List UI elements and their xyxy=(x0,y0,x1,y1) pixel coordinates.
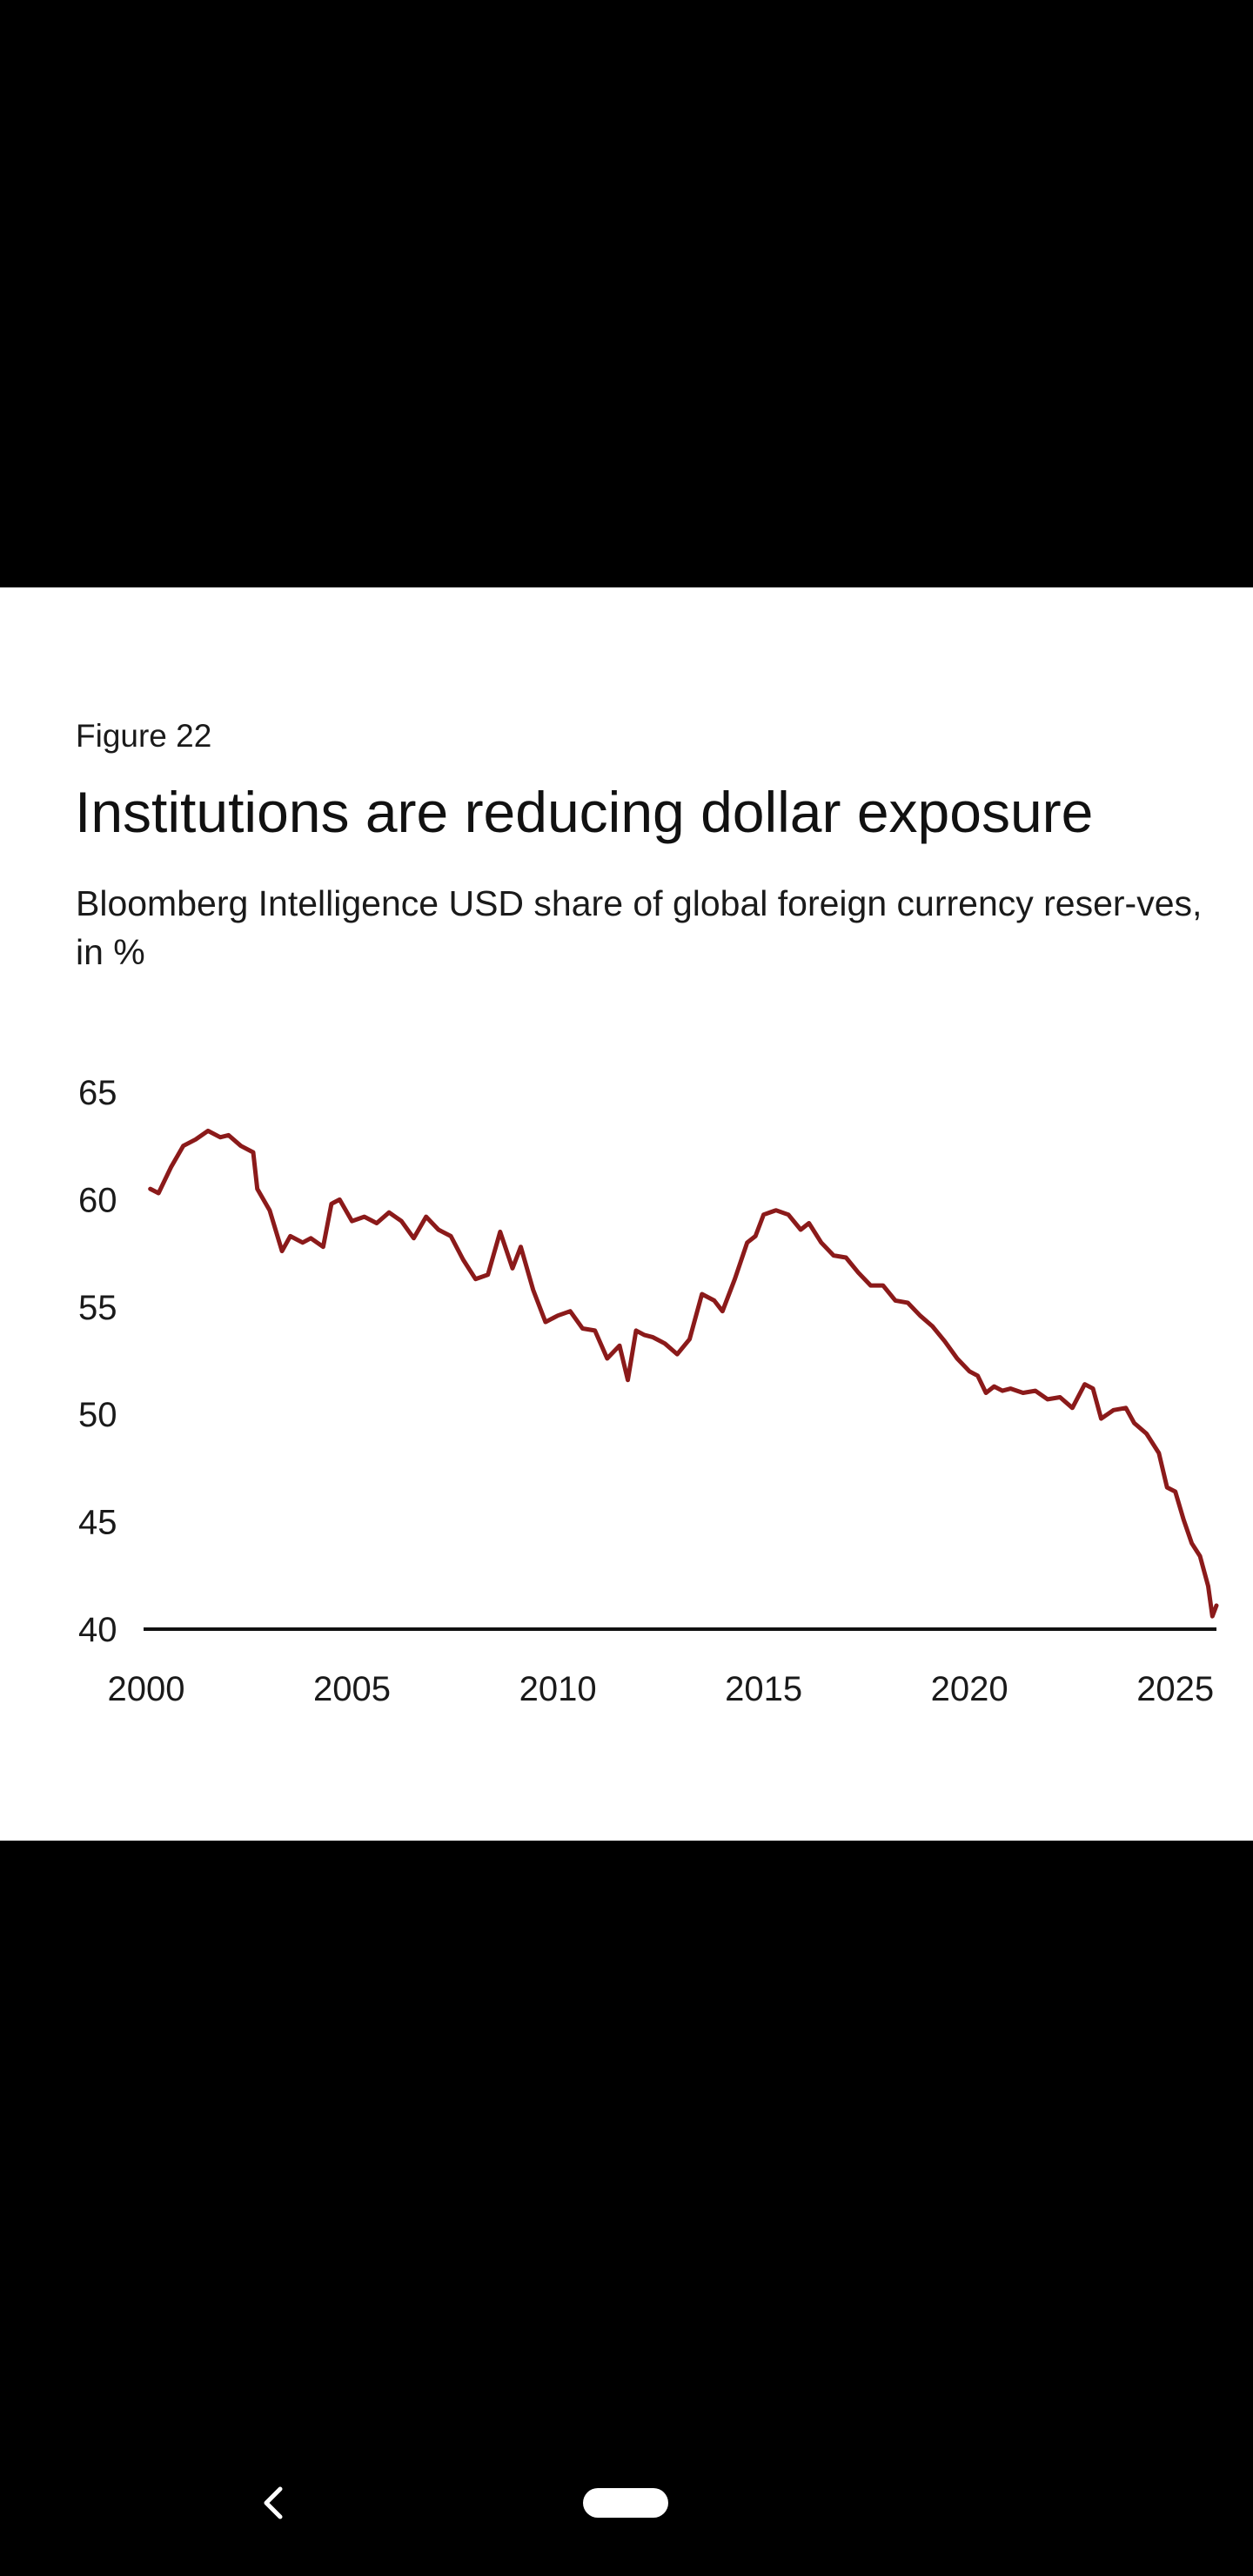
x-tick-label: 2025 xyxy=(1136,1670,1214,1708)
figure-label: Figure 22 xyxy=(76,718,212,754)
x-tick-label: 2010 xyxy=(519,1670,597,1708)
x-axis-ticks: 2000 2005 2010 2015 2020 2025 xyxy=(108,1670,1215,1708)
back-icon[interactable] xyxy=(258,2484,289,2522)
series-layer xyxy=(148,1128,1219,1619)
y-tick-label: 60 xyxy=(78,1181,117,1219)
home-pill-button[interactable] xyxy=(583,2488,668,2518)
y-tick-label: 65 xyxy=(78,1074,117,1112)
figure-subtitle: Bloomberg Intelligence USD share of glob… xyxy=(76,883,1203,972)
x-tick-label: 2020 xyxy=(931,1670,1008,1708)
y-tick-label: 40 xyxy=(78,1611,117,1649)
x-tick-label: 2000 xyxy=(108,1670,185,1708)
figure-card: Figure 22 Institutions are reducing doll… xyxy=(0,587,1253,1841)
y-tick-label: 50 xyxy=(78,1396,117,1434)
series-line xyxy=(148,1128,1219,1619)
y-tick-label: 55 xyxy=(78,1289,117,1327)
y-axis-ticks: 40 45 50 55 60 65 xyxy=(78,1074,117,1649)
line-chart: 40 45 50 55 60 65 2000 2005 2010 2015 2020 2025 xyxy=(78,1074,1219,1708)
y-tick-label: 45 xyxy=(78,1504,117,1542)
figure-title: Institutions are reducing dollar exposur… xyxy=(75,780,1094,844)
x-tick-label: 2005 xyxy=(313,1670,391,1708)
x-tick-label: 2015 xyxy=(725,1670,802,1708)
